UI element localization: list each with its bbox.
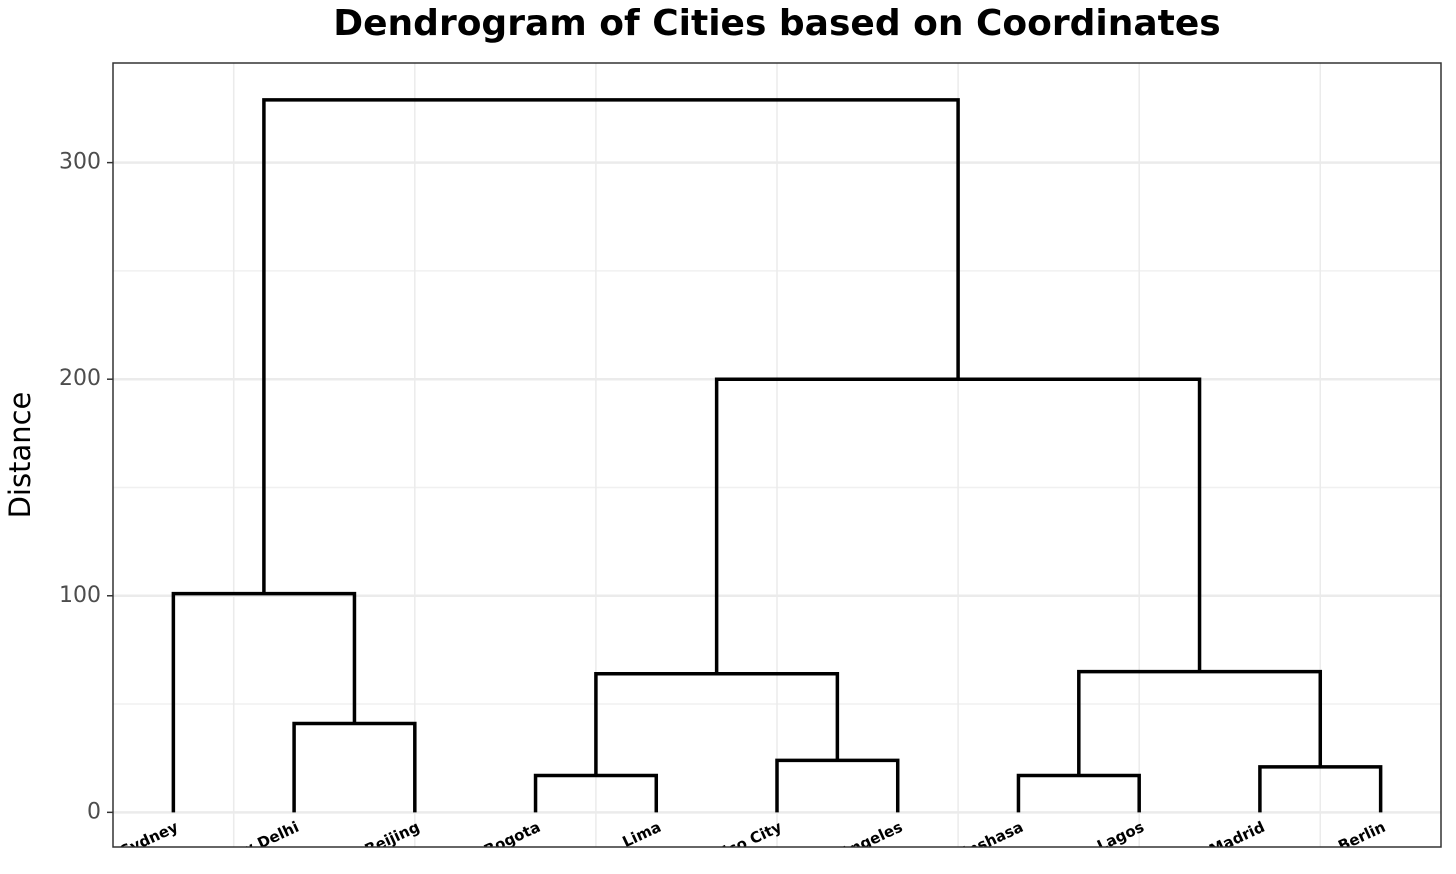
leaf-label: Lagos xyxy=(1094,818,1147,855)
merge-link xyxy=(1016,773,1141,813)
leaf-label: Mexico City xyxy=(689,818,785,870)
merge-link xyxy=(775,758,900,813)
leaf-label: Beijing xyxy=(362,818,423,859)
merge-link xyxy=(171,591,357,813)
chart-title: Dendrogram of Cities based on Coordinate… xyxy=(333,3,1220,44)
dendrogram xyxy=(171,98,1383,813)
leaf-label: Berlin xyxy=(1335,818,1388,855)
y-tick-label: 0 xyxy=(87,799,101,824)
leaf-label: Madrid xyxy=(1206,818,1267,859)
y-tick-label: 200 xyxy=(59,366,101,391)
merge-link xyxy=(714,377,1202,674)
leaf-label: Sydney xyxy=(117,818,181,861)
leaf-label: New Delhi xyxy=(217,818,302,870)
grid xyxy=(113,63,1441,847)
merge-link xyxy=(292,721,417,813)
leaf-label: Lima xyxy=(620,818,664,851)
leaf-labels: Sydney New Delhi Beijing Bogota Lima Mexico C… xyxy=(117,818,1388,870)
leaf-label: Los Angeles xyxy=(806,818,906,870)
y-tick-label: 100 xyxy=(59,583,101,608)
y-axis-label: Distance xyxy=(3,392,37,519)
y-axis: 0 100 200 300 xyxy=(59,150,113,824)
merge-link xyxy=(262,98,960,594)
merge-link xyxy=(1077,669,1323,776)
leaf-label: Kinshasa xyxy=(949,818,1026,867)
leaf-label: Bogota xyxy=(481,818,543,860)
y-tick-label: 300 xyxy=(59,150,101,175)
panel-border xyxy=(112,62,1442,848)
